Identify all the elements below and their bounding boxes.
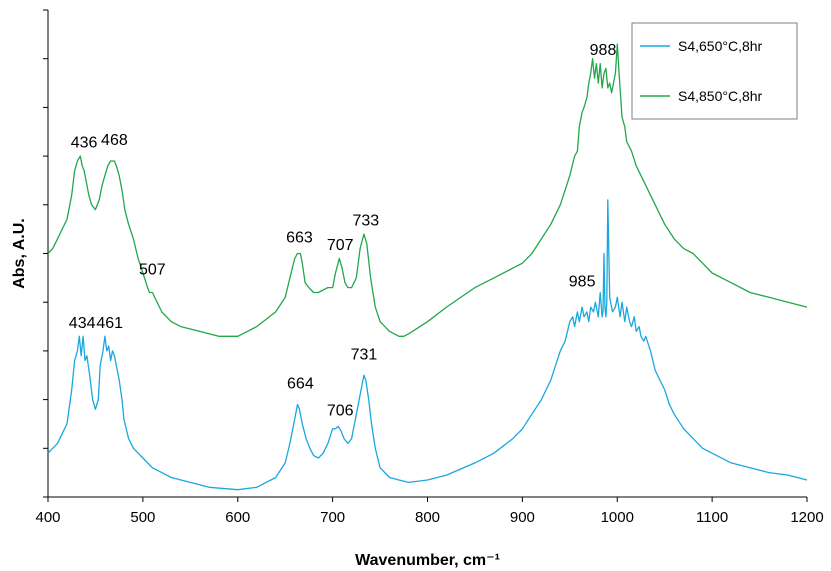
- peak-label: 664: [287, 376, 314, 393]
- peak-label: 706: [327, 403, 354, 420]
- series-group: [47, 43, 808, 491]
- peak-label: 461: [96, 315, 123, 332]
- peak-label: 707: [327, 237, 354, 254]
- x-axis-ticks: 400 500 600 700 800 900 1000 1100 1200: [35, 497, 824, 526]
- peak-label: 988: [590, 42, 617, 59]
- x-tick-label: 400: [35, 509, 60, 526]
- plot-area: 400 500 600 700 800 900 1000 1100 1200 436 468 507…: [35, 9, 824, 526]
- peak-label: 733: [352, 213, 379, 230]
- x-axis-title: Wavenumber, cm⁻¹: [355, 552, 500, 569]
- x-tick-label: 500: [130, 509, 155, 526]
- peak-label: 436: [71, 135, 98, 152]
- legend-box: [631, 22, 798, 120]
- peak-annotations: 436 468 507 663 707 733 988 434 461 664 706 731 985: [69, 42, 617, 419]
- legend-label-2: S4,850°C,8hr: [678, 88, 763, 104]
- series-line-2: [47, 43, 808, 337]
- peak-label: 507: [139, 261, 166, 278]
- series-line-1: [47, 199, 808, 491]
- x-tick-label: 1100: [696, 509, 728, 526]
- peak-label: 731: [351, 347, 378, 364]
- peak-label: 468: [101, 132, 128, 149]
- x-tick-label: 900: [510, 509, 535, 526]
- peak-label: 663: [286, 230, 313, 247]
- peak-label: 434: [69, 315, 96, 332]
- peak-label: 985: [569, 273, 596, 290]
- x-tick-label: 700: [320, 509, 345, 526]
- y-axis-ticks: [43, 9, 48, 498]
- y-axis-title: Abs, A.U.: [11, 218, 28, 289]
- x-tick-label: 1200: [790, 509, 823, 526]
- x-tick-label: 600: [225, 509, 250, 526]
- x-tick-label: 1000: [601, 509, 634, 526]
- legend: S4,650°C,8hr S4,850°C,8hr: [631, 22, 798, 120]
- legend-label-1: S4,650°C,8hr: [678, 38, 763, 54]
- x-tick-label: 800: [415, 509, 440, 526]
